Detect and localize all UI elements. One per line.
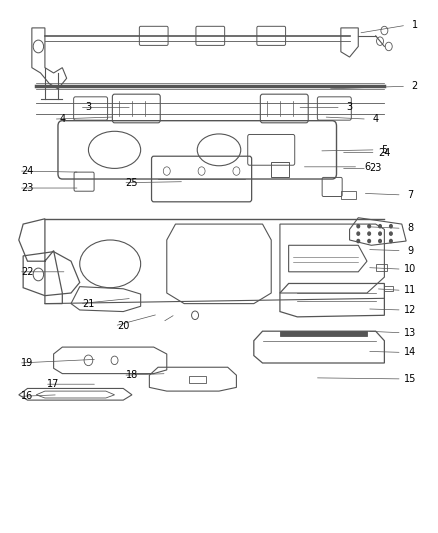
Text: 24: 24 (21, 166, 34, 176)
Text: 14: 14 (404, 348, 417, 358)
Circle shape (368, 232, 371, 235)
Circle shape (379, 239, 381, 243)
Text: 5: 5 (381, 145, 388, 155)
Text: 10: 10 (404, 264, 417, 274)
Circle shape (390, 239, 392, 243)
Bar (341, 191, 356, 199)
Text: 9: 9 (407, 246, 413, 256)
Circle shape (379, 232, 381, 235)
Text: 17: 17 (47, 379, 60, 389)
Text: 24: 24 (378, 148, 391, 158)
Text: 18: 18 (126, 370, 138, 380)
Text: 4: 4 (373, 114, 379, 124)
Text: 19: 19 (21, 358, 34, 368)
Bar (188, 376, 206, 383)
Bar (376, 264, 387, 271)
Text: 11: 11 (404, 285, 417, 295)
Circle shape (390, 224, 392, 228)
Text: 13: 13 (404, 328, 417, 338)
Text: 22: 22 (21, 267, 34, 277)
Text: 21: 21 (82, 298, 95, 309)
Circle shape (390, 232, 392, 235)
Text: 16: 16 (21, 391, 34, 401)
Text: 23: 23 (370, 164, 382, 173)
Bar (280, 331, 367, 336)
Circle shape (357, 224, 360, 228)
Text: 20: 20 (117, 321, 130, 331)
Text: 8: 8 (407, 223, 413, 233)
Text: 12: 12 (404, 305, 417, 315)
Text: 3: 3 (85, 102, 92, 112)
Circle shape (368, 224, 371, 228)
Text: 7: 7 (407, 190, 413, 200)
Text: 2: 2 (412, 81, 418, 91)
Bar (271, 161, 289, 177)
Text: 4: 4 (59, 114, 65, 124)
Text: 6: 6 (364, 162, 370, 172)
Text: 25: 25 (126, 177, 138, 188)
Bar (385, 286, 393, 292)
Circle shape (357, 239, 360, 243)
Text: 15: 15 (404, 374, 417, 384)
Circle shape (379, 224, 381, 228)
Text: 23: 23 (21, 183, 34, 193)
Circle shape (357, 232, 360, 235)
Text: 1: 1 (412, 20, 418, 30)
Circle shape (368, 239, 371, 243)
Text: 3: 3 (346, 102, 353, 112)
